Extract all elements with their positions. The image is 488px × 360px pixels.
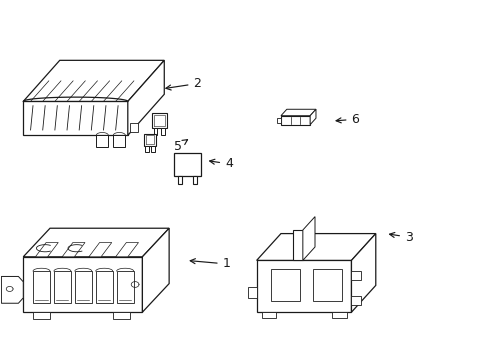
Polygon shape [271, 269, 300, 301]
Polygon shape [89, 243, 112, 257]
Polygon shape [312, 269, 341, 301]
Polygon shape [143, 134, 156, 146]
Polygon shape [178, 176, 182, 184]
Polygon shape [33, 312, 50, 319]
Text: 2: 2 [165, 77, 201, 90]
Text: 1: 1 [190, 257, 230, 270]
Polygon shape [54, 271, 71, 303]
Polygon shape [113, 135, 125, 147]
Polygon shape [130, 123, 137, 132]
Polygon shape [174, 153, 201, 176]
Polygon shape [96, 135, 108, 147]
Text: 4: 4 [209, 157, 232, 170]
Polygon shape [331, 312, 346, 318]
Polygon shape [23, 228, 169, 257]
Polygon shape [247, 287, 256, 298]
Polygon shape [33, 271, 50, 303]
Text: 5: 5 [174, 140, 187, 153]
Polygon shape [281, 109, 315, 116]
Polygon shape [351, 234, 375, 312]
Polygon shape [113, 312, 130, 319]
Polygon shape [256, 234, 375, 260]
Polygon shape [261, 312, 276, 318]
Polygon shape [75, 271, 92, 303]
Polygon shape [150, 146, 154, 153]
Polygon shape [302, 217, 314, 260]
Polygon shape [153, 128, 157, 135]
Polygon shape [292, 230, 302, 260]
Polygon shape [193, 176, 197, 184]
Polygon shape [23, 60, 164, 102]
Polygon shape [152, 113, 166, 128]
Polygon shape [144, 146, 148, 153]
Polygon shape [256, 260, 351, 312]
Polygon shape [309, 109, 315, 125]
Polygon shape [161, 128, 165, 135]
Polygon shape [35, 243, 58, 257]
Polygon shape [127, 60, 164, 135]
Polygon shape [23, 257, 142, 312]
Polygon shape [96, 271, 113, 303]
Polygon shape [277, 118, 281, 123]
Polygon shape [351, 296, 361, 305]
Polygon shape [281, 116, 309, 125]
Polygon shape [142, 228, 169, 312]
Polygon shape [116, 271, 133, 303]
Polygon shape [1, 276, 23, 303]
Polygon shape [351, 271, 361, 280]
Polygon shape [116, 243, 138, 257]
Polygon shape [23, 102, 127, 135]
Text: 6: 6 [335, 113, 359, 126]
Polygon shape [62, 243, 85, 257]
Text: 3: 3 [389, 231, 412, 244]
